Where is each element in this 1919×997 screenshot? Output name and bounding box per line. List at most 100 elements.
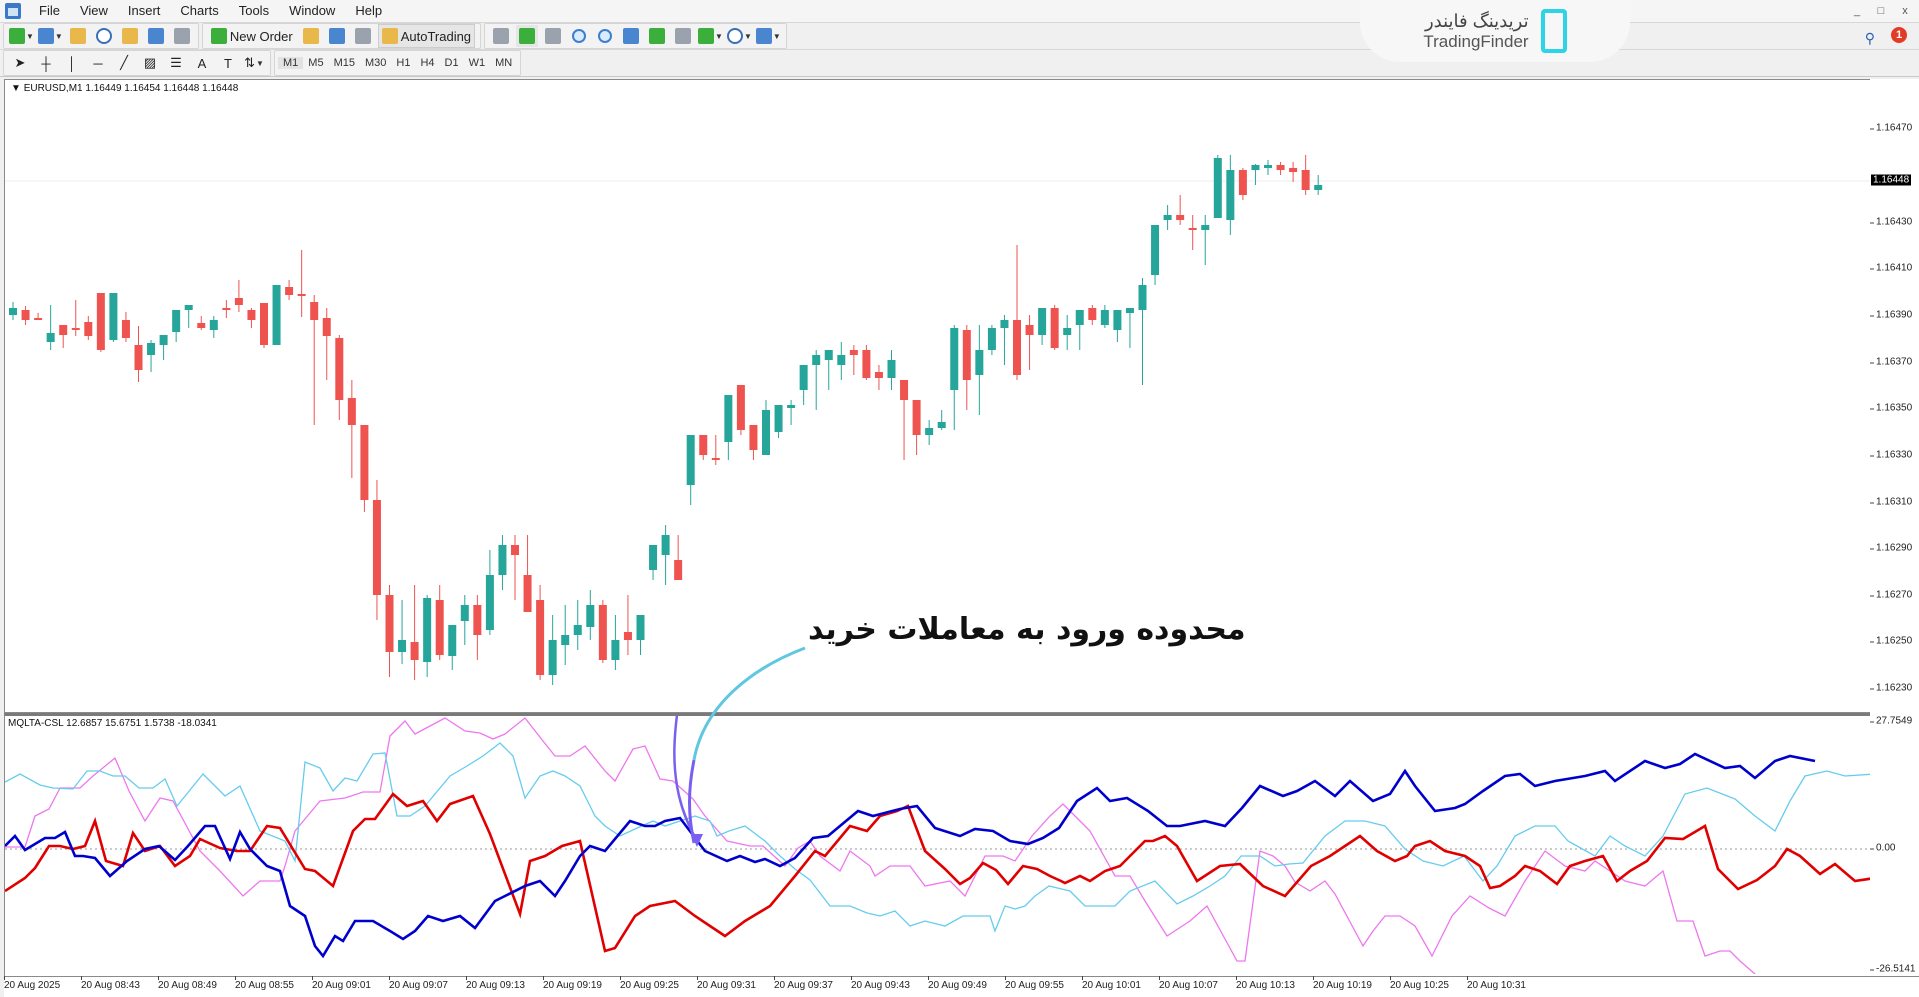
minimize-button[interactable]: _ — [1853, 5, 1861, 17]
time-tick: 20 Aug 10:01 — [1082, 976, 1141, 991]
bar-chart-button[interactable] — [490, 25, 512, 47]
time-tick: 20 Aug 09:31 — [697, 976, 756, 991]
timeframe-mn[interactable]: MN — [495, 57, 513, 69]
indicator-label: MQLTA-CSL 12.6857 15.6751 1.5738 -18.034… — [8, 718, 217, 729]
arrows-button[interactable]: ⇅ ▼ — [244, 55, 264, 70]
time-axis[interactable]: 20 Aug 2025 20 Aug 08:43 20 Aug 08:49 20… — [4, 976, 1919, 997]
timeframe-w1[interactable]: W1 — [468, 57, 486, 69]
violet-line — [5, 717, 1756, 974]
metaeditor-icon — [302, 28, 319, 44]
zoom-out-button[interactable] — [594, 25, 616, 47]
strategy-tester-button[interactable] — [171, 25, 193, 47]
timeframe-h4[interactable]: H4 — [420, 57, 435, 69]
line-chart-button[interactable] — [542, 25, 564, 47]
time-tick: 20 Aug 10:31 — [1467, 976, 1526, 991]
menu-view[interactable]: View — [79, 3, 108, 18]
vertical-line-button[interactable]: │ — [61, 52, 83, 74]
price-tick: 1.16370 — [1869, 356, 1913, 368]
time-tick: 20 Aug 08:55 — [235, 976, 294, 991]
fibonacci-icon: ☰ — [170, 55, 182, 70]
candlestick-button[interactable] — [516, 25, 539, 47]
menu-help[interactable]: Help — [355, 3, 383, 18]
metaeditor-button[interactable] — [300, 25, 322, 47]
chart-shift-button[interactable] — [672, 25, 694, 47]
price-tick: 1.16310 — [1869, 496, 1913, 508]
menu-insert[interactable]: Insert — [127, 3, 161, 18]
drawing-toolbar: ➤ ┼ │ ─ ╱ ▨ ☰ A T ⇅ ▼ M1 M5 M15 M30 H1 H4… — [0, 49, 1919, 77]
new-chart-button[interactable]: ▼ — [9, 25, 34, 47]
time-tick: 20 Aug 09:43 — [851, 976, 910, 991]
candlestick-icon — [519, 28, 536, 44]
horizontal-line-button[interactable]: ─ — [87, 52, 109, 74]
time-tick: 20 Aug 2025 — [4, 976, 61, 991]
timeframe-m5[interactable]: M5 — [308, 57, 324, 69]
new-order-button[interactable]: New Order — [208, 25, 296, 47]
indicators-button[interactable]: ▼ — [698, 25, 723, 47]
timeframe-m1[interactable]: M1 — [278, 57, 304, 69]
price-chart[interactable]: ▼ EURUSD,M1 1.16449 1.16454 1.16448 1.16… — [4, 79, 1871, 713]
menu-file[interactable]: File — [39, 3, 60, 18]
time-tick: 20 Aug 10:13 — [1236, 976, 1295, 991]
red-line — [5, 792, 1870, 953]
logo-mark-icon — [1540, 9, 1567, 53]
data-window-button[interactable] — [93, 25, 115, 47]
price-tick: 1.16430 — [1869, 216, 1913, 228]
price-tick: 1.16330 — [1869, 449, 1913, 461]
price-tick: 1.16350 — [1869, 402, 1913, 414]
restore-button[interactable]: □ — [1877, 5, 1885, 17]
signals-icon — [354, 28, 371, 44]
price-tick: 1.16390 — [1869, 309, 1913, 321]
community-button[interactable] — [326, 25, 348, 47]
periods-button[interactable]: ▼ — [726, 25, 752, 47]
navigator-button[interactable] — [119, 25, 141, 47]
terminal-icon — [147, 28, 164, 44]
new-chart-icon — [9, 28, 25, 44]
indicator-min-label: -26.5141 — [1869, 963, 1916, 975]
notification-badge[interactable]: 1 — [1891, 27, 1907, 43]
time-tick: 20 Aug 08:49 — [158, 976, 217, 991]
market-watch-button[interactable] — [67, 25, 89, 47]
text-icon: A — [197, 55, 207, 71]
terminal-button[interactable] — [145, 25, 167, 47]
tile-windows-icon — [623, 28, 640, 44]
crosshair-button[interactable]: ┼ — [35, 52, 57, 74]
timeframe-m30[interactable]: M30 — [364, 57, 387, 69]
signals-button[interactable] — [352, 25, 374, 47]
templates-button[interactable]: ▼ — [755, 25, 781, 47]
menu-tools[interactable]: Tools — [238, 3, 270, 18]
logo-english-text: TradingFinder — [1423, 31, 1529, 51]
line-chart-icon — [545, 28, 562, 44]
fibonacci-button[interactable]: ☰ — [165, 52, 187, 74]
autotrading-button[interactable]: AutoTrading — [377, 24, 476, 48]
trendline-button[interactable]: ╱ — [113, 52, 135, 74]
timeframe-m15[interactable]: M15 — [333, 57, 355, 69]
vertical-line-icon: │ — [67, 55, 77, 71]
community-icon — [328, 28, 345, 44]
time-tick: 20 Aug 09:13 — [466, 976, 525, 991]
arrows-icon: ⇅ — [244, 55, 255, 70]
indicator-panel[interactable]: MQLTA-CSL 12.6857 15.6751 1.5738 -18.034… — [4, 713, 1871, 978]
crosshair-icon — [95, 28, 112, 44]
price-tick: 1.16410 — [1869, 262, 1913, 274]
time-tick: 20 Aug 08:43 — [81, 976, 140, 991]
price-axis[interactable]: 1.16470 1.16448 1.16430 1.16410 1.16390 … — [1869, 79, 1919, 976]
text-label-button[interactable]: T — [217, 52, 239, 74]
text-button[interactable]: A — [191, 52, 213, 74]
zoom-in-button[interactable] — [568, 25, 590, 47]
tile-windows-button[interactable] — [620, 25, 642, 47]
timeframe-d1[interactable]: D1 — [444, 57, 459, 69]
close-button[interactable]: x — [1902, 5, 1908, 17]
indicator-zero-label: 0.00 — [1869, 842, 1896, 854]
menu-charts[interactable]: Charts — [180, 3, 219, 18]
horizontal-line-icon: ─ — [93, 55, 103, 71]
templates-icon — [755, 28, 772, 44]
timeframe-h1[interactable]: H1 — [396, 57, 411, 69]
clock-icon — [726, 28, 743, 44]
search-icon[interactable]: ⚲ — [1864, 30, 1875, 46]
equidistant-channel-button[interactable]: ▨ — [139, 52, 161, 74]
cursor-button[interactable]: ➤ — [9, 52, 31, 74]
auto-scroll-button[interactable] — [646, 25, 668, 47]
time-tick: 20 Aug 10:19 — [1313, 976, 1372, 991]
profiles-button[interactable]: ▼ — [37, 25, 63, 47]
menu-window[interactable]: Window — [289, 3, 336, 18]
